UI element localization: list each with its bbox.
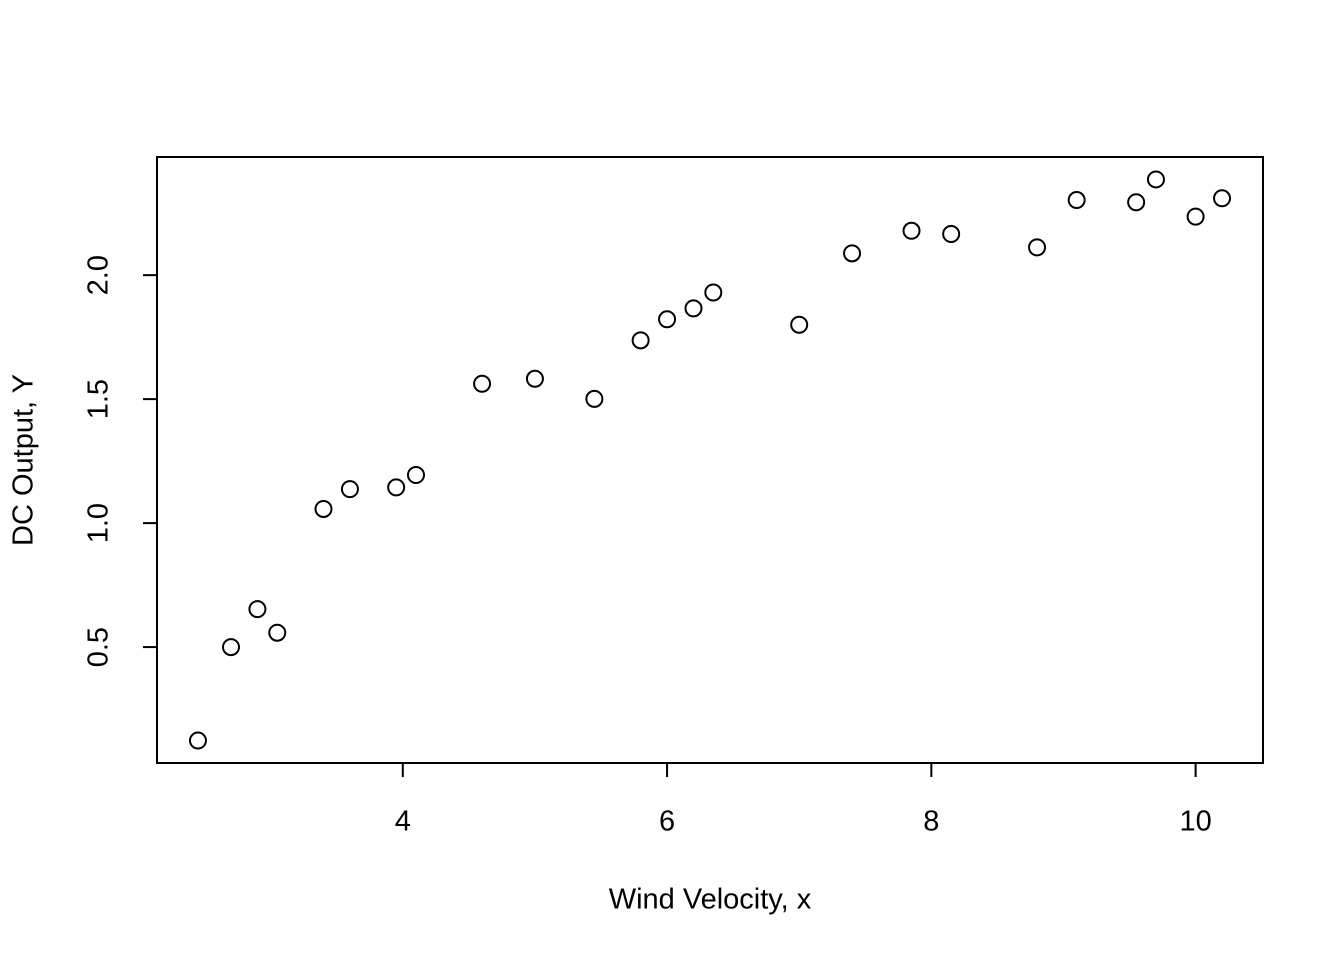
data-point — [1127, 193, 1146, 212]
x-tick-label: 8 — [923, 806, 939, 838]
data-point — [525, 369, 544, 388]
data-point — [340, 480, 359, 499]
data-point — [314, 499, 333, 518]
data-point — [942, 224, 961, 243]
data-point — [268, 623, 287, 642]
y-tick-label: 1.5 — [83, 379, 115, 419]
data-point — [221, 638, 240, 657]
data-point — [902, 221, 921, 240]
y-tick-label: 2.0 — [83, 255, 115, 295]
data-point — [387, 478, 406, 497]
data-point — [188, 731, 207, 750]
data-point — [1067, 191, 1086, 210]
data-point — [684, 299, 703, 318]
data-point — [1028, 238, 1047, 257]
data-point — [631, 331, 650, 350]
data-point — [1146, 170, 1165, 189]
y-tick-label: 0.5 — [83, 627, 115, 667]
x-tick-label: 10 — [1179, 806, 1211, 838]
data-point — [406, 466, 425, 485]
x-tick-label: 6 — [659, 806, 675, 838]
y-tick-label: 1.0 — [83, 503, 115, 543]
data-point — [790, 315, 809, 334]
y-axis-label: DC Output, Y — [8, 374, 40, 546]
data-point — [1213, 189, 1232, 208]
x-axis-label: Wind Velocity, x — [609, 884, 812, 916]
x-tick-label: 4 — [395, 806, 411, 838]
plot-frame — [156, 156, 1264, 764]
data-point — [1186, 207, 1205, 226]
data-point — [248, 600, 267, 619]
data-point — [585, 389, 604, 408]
data-point — [658, 310, 677, 329]
data-point — [843, 244, 862, 263]
data-point — [704, 283, 723, 302]
data-point — [473, 374, 492, 393]
